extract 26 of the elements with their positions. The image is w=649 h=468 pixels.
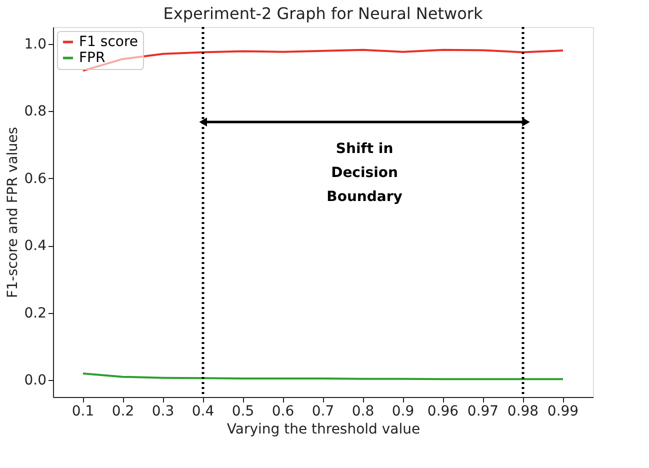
y-axis-title: F1-score and FPR values <box>5 126 22 298</box>
x-tick-label: 0.99 <box>547 404 579 420</box>
x-tick-label: 0.5 <box>232 404 254 420</box>
y-tick-label: 1.0 <box>24 36 46 52</box>
chart-title: Experiment-2 Graph for Neural Network <box>163 4 484 23</box>
y-tick-label: 0.6 <box>24 170 47 187</box>
x-tick-label: 0.6 <box>272 404 294 420</box>
y-tick-label: 0.0 <box>24 372 46 389</box>
x-tick-label: 0.9 <box>392 404 414 420</box>
x-tick-label: 0.4 <box>192 404 214 420</box>
x-tick-label: 0.8 <box>352 404 374 420</box>
x-axis-title: Varying the threshold value <box>226 422 420 438</box>
x-tick-label: 0.2 <box>112 404 134 420</box>
x-tick-label: 0.96 <box>427 404 459 420</box>
line-series <box>82 48 564 72</box>
y-tick-label: 0.2 <box>24 305 46 322</box>
x-tick-label: 0.97 <box>467 404 499 420</box>
y-tick-label: 0.8 <box>24 104 46 120</box>
x-tick-label: 0.1 <box>72 404 94 420</box>
x-tick-label: 0.98 <box>507 404 539 420</box>
y-tick-label: 0.4 <box>24 238 47 254</box>
legend-label: F1 score <box>79 34 138 50</box>
annotation: Shift in Decision Boundary <box>326 141 402 205</box>
x-tick-label: 0.3 <box>152 404 174 420</box>
x-tick-label: 0.7 <box>312 404 334 420</box>
legend-label: FPR <box>79 50 106 66</box>
